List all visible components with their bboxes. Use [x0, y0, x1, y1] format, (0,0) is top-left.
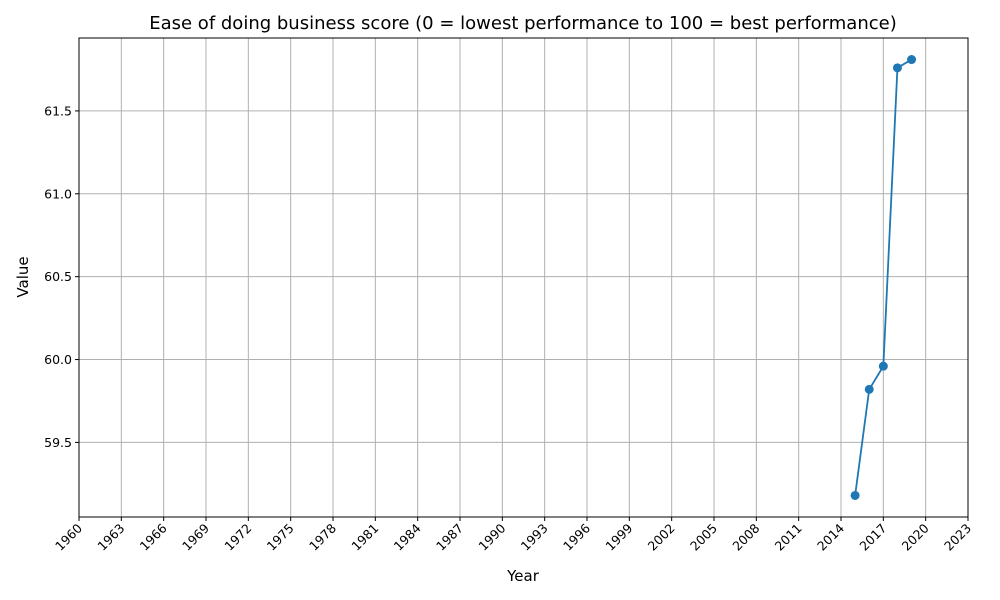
y-tick-label: 61.5 — [44, 103, 72, 118]
x-axis-label: Year — [506, 567, 540, 585]
y-tick-label: 60.0 — [44, 352, 72, 367]
x-tick-label: 1960 — [52, 520, 85, 553]
x-tick-label: 1969 — [179, 520, 212, 553]
x-tick-label: 1984 — [391, 520, 424, 553]
x-tick-label: 2002 — [645, 521, 678, 554]
x-tick-label: 1975 — [264, 521, 297, 554]
x-tick-label: 1981 — [348, 521, 381, 554]
x-tick-label: 1999 — [602, 520, 635, 553]
x-tick-label: 1996 — [560, 520, 593, 553]
y-tick-label: 59.5 — [44, 435, 72, 450]
x-axis-ticks: 1960 1963 1966 1969 1972 1975 1978 1981 1984 1987… — [52, 517, 974, 554]
plot-area-frame — [78, 37, 969, 518]
x-tick-label: 2017 — [856, 521, 889, 554]
x-tick-label: 1993 — [518, 521, 551, 554]
data-point — [850, 490, 860, 500]
x-tick-label: 1978 — [306, 520, 339, 553]
y-axis-label: Value — [14, 256, 32, 297]
y-axis-ticks: 59.5 60.0 60.5 61.0 61.5 — [44, 103, 79, 450]
y-tick-label: 60.5 — [44, 269, 72, 284]
x-tick-label: 1987 — [433, 521, 466, 554]
x-tick-label: 1972 — [221, 521, 254, 554]
x-tick-label: 1963 — [94, 521, 127, 554]
x-tick-label: 1966 — [137, 520, 170, 553]
data-point — [892, 63, 902, 73]
x-tick-label: 2008 — [729, 520, 762, 553]
x-tick-label: 1990 — [475, 520, 508, 553]
series-group — [850, 55, 917, 500]
grid — [78, 38, 969, 517]
data-point — [907, 55, 917, 65]
chart-title: Ease of doing business score (0 = lowest… — [149, 13, 897, 34]
x-tick-label: 2020 — [899, 520, 932, 553]
x-tick-label: 2005 — [687, 521, 720, 554]
y-tick-label: 61.0 — [44, 186, 72, 201]
x-tick-label: 2011 — [772, 521, 805, 554]
data-point — [864, 384, 874, 394]
x-tick-label: 2023 — [941, 521, 974, 554]
data-point — [878, 361, 888, 371]
x-tick-label: 2014 — [814, 520, 847, 553]
